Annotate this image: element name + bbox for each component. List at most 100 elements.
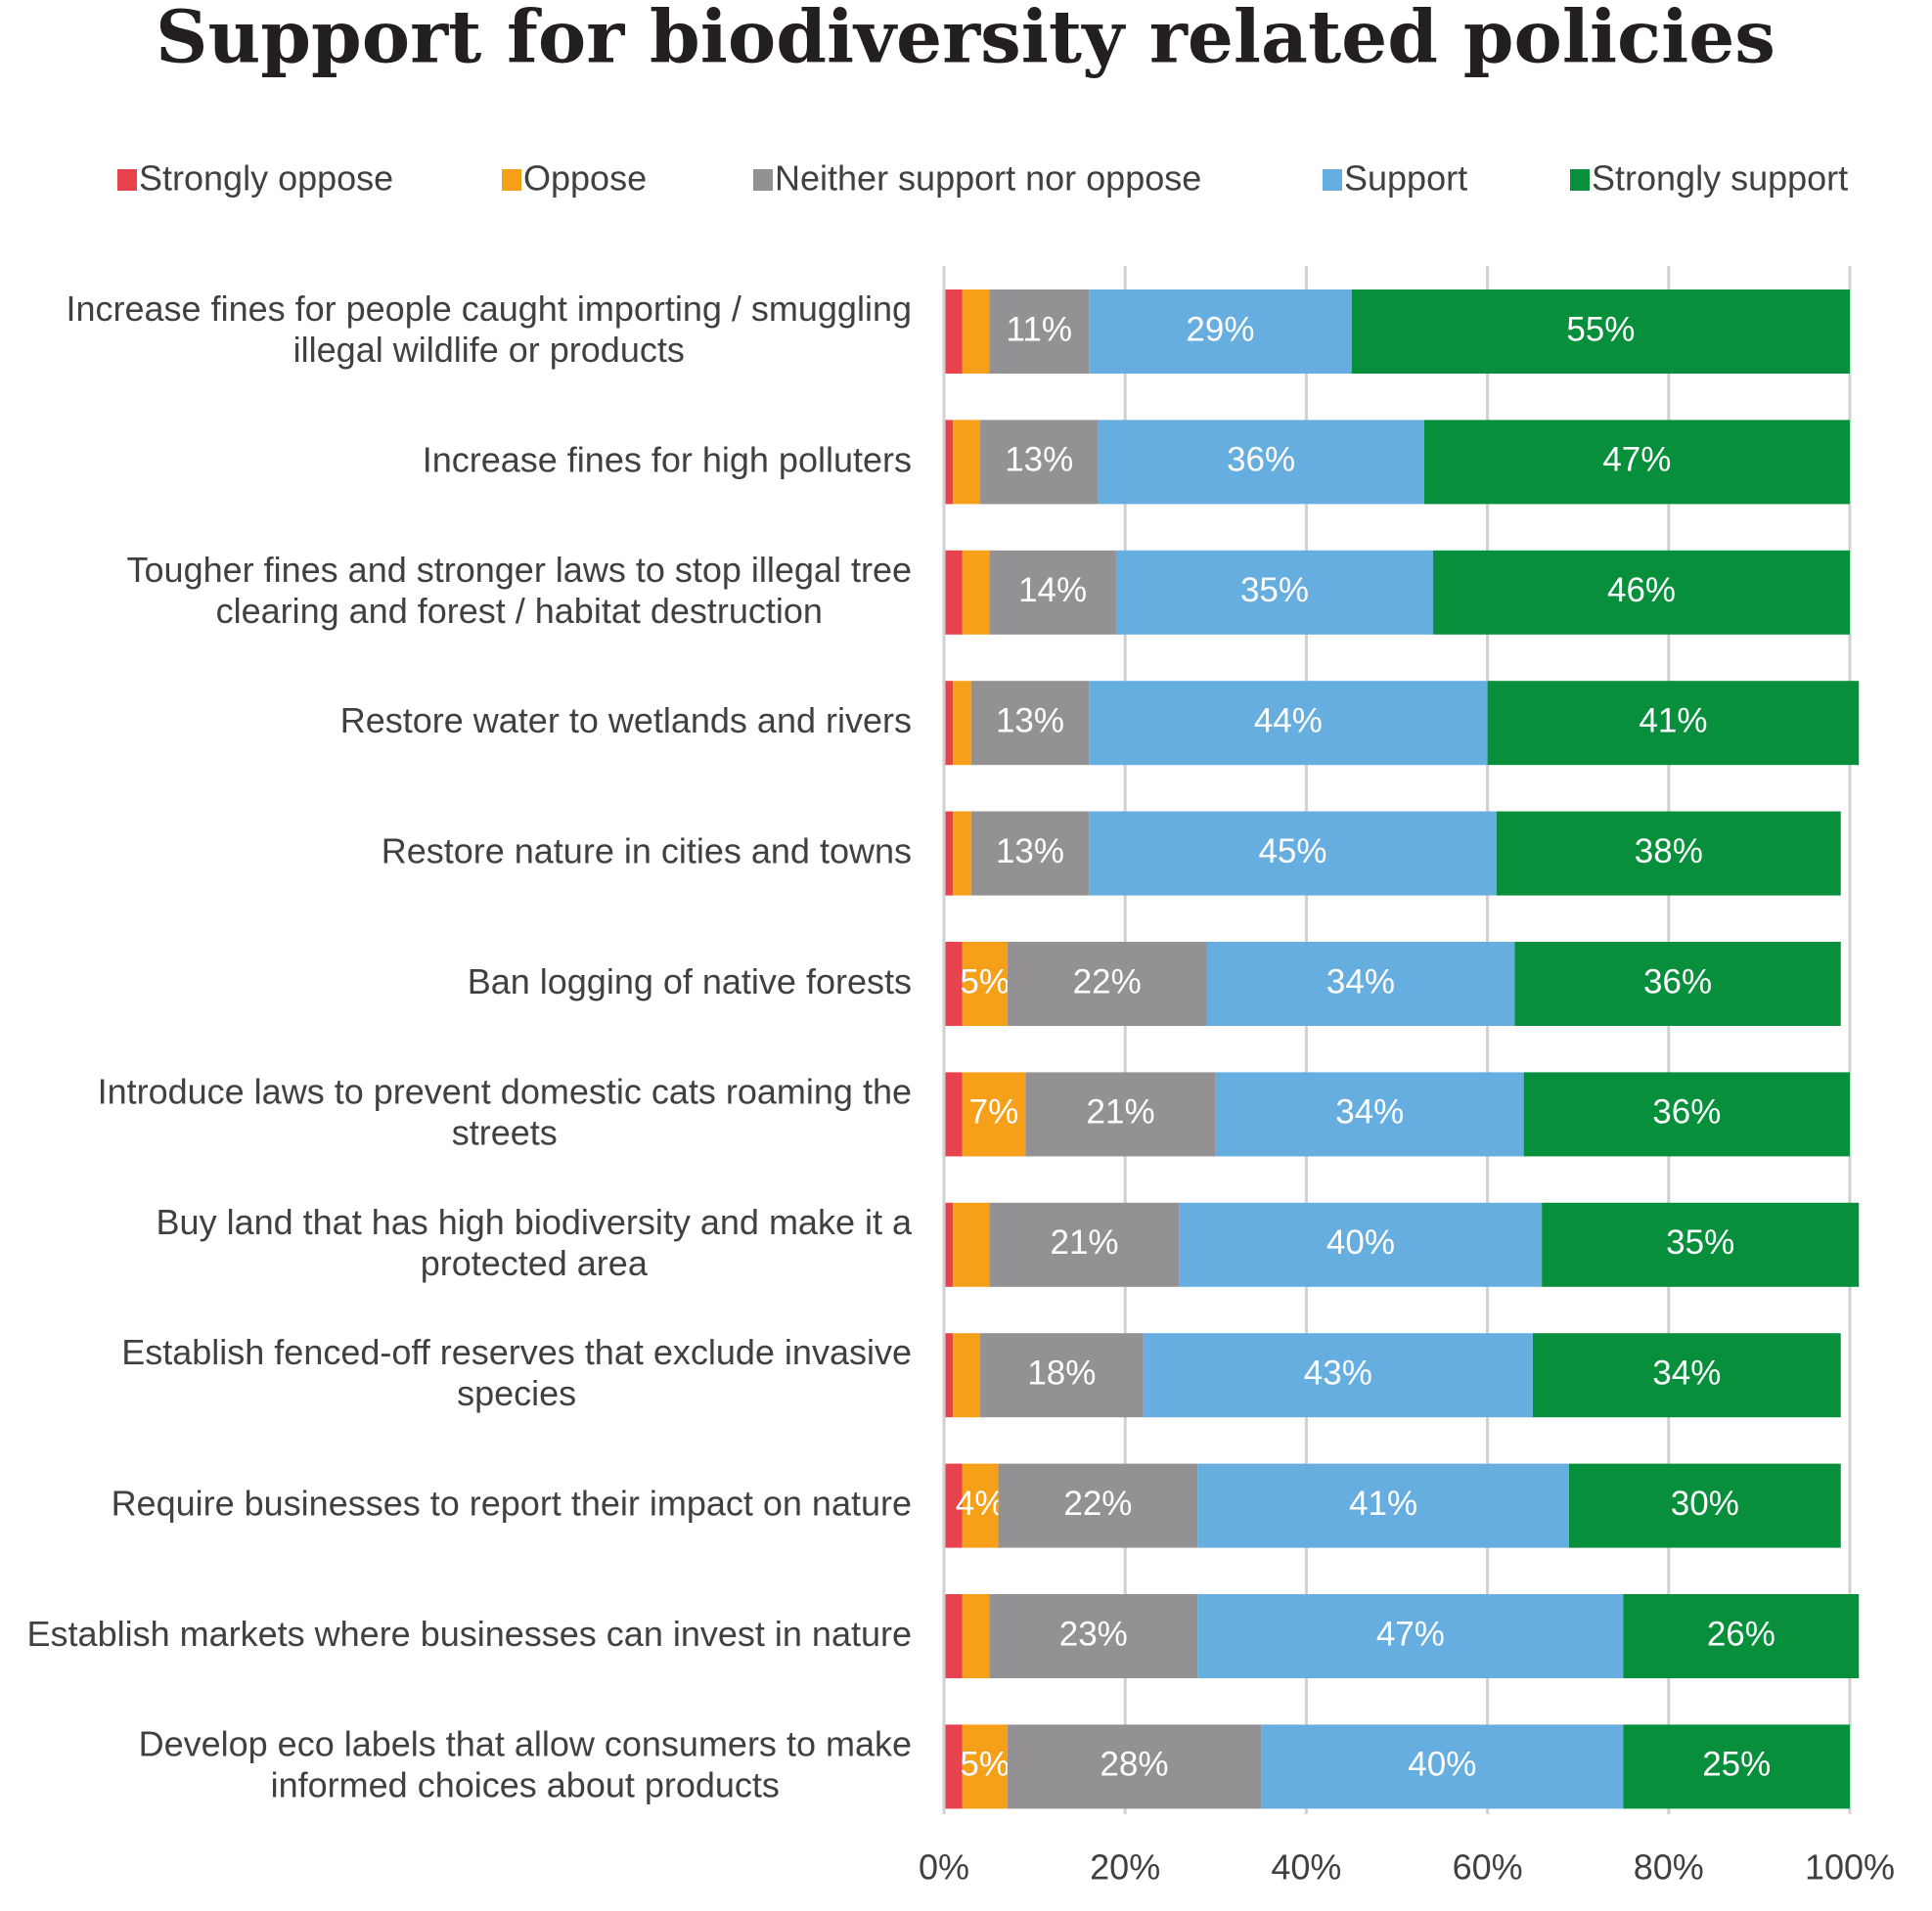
- bar-segment: [1433, 550, 1850, 635]
- bar-segment: [944, 811, 954, 896]
- value-label: 55%: [1566, 310, 1635, 348]
- category-label: Restore nature in cities and towns: [382, 830, 912, 870]
- chart-title: Support for biodiversity related policie…: [156, 0, 1775, 80]
- x-tick-label: 40%: [1271, 1847, 1341, 1888]
- bar-segment: [953, 811, 971, 896]
- value-label: 36%: [1652, 1093, 1721, 1132]
- bar-segment: [962, 1463, 999, 1548]
- legend-label: Neither support nor oppose: [775, 158, 1201, 199]
- bar-segment: [944, 1202, 954, 1287]
- bar-segment: [989, 1594, 1198, 1678]
- bar-segment: [980, 420, 1099, 505]
- bar-segment: [1532, 1333, 1841, 1418]
- bar-segment: [1143, 1333, 1533, 1418]
- bar-segment: [944, 420, 954, 505]
- bar-segment: [944, 1333, 954, 1418]
- bar-segment: [1089, 681, 1488, 766]
- value-label: 5%: [960, 962, 1010, 1000]
- bar-segment: [1514, 942, 1841, 1026]
- bar-segment: [1025, 1072, 1216, 1157]
- x-tick-label: 60%: [1453, 1847, 1523, 1888]
- value-label: 26%: [1707, 1615, 1775, 1653]
- bar-segment: [944, 681, 954, 766]
- bar-segment: [1423, 420, 1850, 505]
- value-label: 35%: [1240, 571, 1309, 609]
- value-label: 47%: [1602, 441, 1671, 479]
- legend-label: Oppose: [523, 158, 647, 199]
- category-label: Increase fines for high polluters: [423, 439, 912, 479]
- bar-segment: [1115, 550, 1434, 635]
- category-label: Increase fines for people caught importi…: [67, 289, 913, 370]
- value-label: 43%: [1304, 1354, 1372, 1392]
- legend-label: Strongly oppose: [139, 158, 393, 199]
- value-label: 25%: [1702, 1746, 1771, 1784]
- bar-segment: [1523, 1072, 1850, 1157]
- value-label: 21%: [1087, 1093, 1155, 1132]
- value-label: 29%: [1186, 310, 1254, 348]
- x-tick-label: 80%: [1634, 1847, 1704, 1888]
- value-label: 28%: [1100, 1746, 1168, 1784]
- value-label: 11%: [1006, 310, 1071, 348]
- value-label: 22%: [1063, 1485, 1132, 1523]
- value-label: 46%: [1607, 571, 1676, 609]
- value-label: 13%: [1005, 441, 1073, 479]
- x-tick-label: 100%: [1805, 1847, 1895, 1888]
- bar-segment: [1351, 289, 1850, 374]
- bar-segment: [998, 1463, 1198, 1548]
- bar-segment: [944, 1072, 963, 1157]
- value-label: 5%: [960, 1746, 1010, 1784]
- bar-segment: [1623, 1594, 1860, 1678]
- value-label: 41%: [1639, 701, 1707, 739]
- bar-segment: [944, 1724, 963, 1809]
- bar-segment: [970, 811, 1090, 896]
- category-label: Develop eco labels that allow consumers …: [139, 1723, 912, 1804]
- value-label: 40%: [1408, 1746, 1476, 1784]
- bar-segment: [944, 942, 963, 1026]
- value-label: 34%: [1326, 962, 1395, 1000]
- bar-segment: [1089, 811, 1497, 896]
- bar-segment: [1098, 420, 1424, 505]
- category-label: Introduce laws to prevent domestic cats …: [98, 1071, 912, 1152]
- category-label: Buy land that has high biodiversity and …: [157, 1201, 913, 1282]
- category-label: Ban logging of native forests: [468, 961, 912, 1001]
- value-label: 34%: [1652, 1354, 1721, 1392]
- bar-segment: [1206, 942, 1515, 1026]
- bar-segment: [1007, 942, 1207, 1026]
- bar-segment: [944, 550, 963, 635]
- legend-swatch: [502, 169, 521, 191]
- x-tick-label: 20%: [1090, 1847, 1160, 1888]
- x-tick-label: 0%: [919, 1847, 969, 1888]
- bar-segment: [1542, 1202, 1860, 1287]
- value-label: 7%: [969, 1093, 1019, 1132]
- bar-segment: [962, 550, 990, 635]
- bar-segment: [962, 289, 990, 374]
- bar-segment: [980, 1333, 1144, 1418]
- value-label: 36%: [1643, 962, 1712, 1000]
- value-label: 38%: [1635, 832, 1703, 870]
- bar-segment: [962, 942, 1008, 1026]
- bar-segment: [962, 1072, 1026, 1157]
- legend-label: Strongly support: [1592, 158, 1848, 199]
- bar-segment: [1487, 681, 1860, 766]
- value-label: 41%: [1349, 1485, 1417, 1523]
- value-label: 21%: [1050, 1223, 1118, 1262]
- bar-segment: [989, 1202, 1180, 1287]
- bar-segment: [989, 550, 1116, 635]
- legend-swatch: [117, 169, 137, 191]
- value-label: 36%: [1227, 441, 1295, 479]
- bar-segment: [962, 1724, 1008, 1809]
- value-label: 40%: [1326, 1223, 1395, 1262]
- bar-segment: [1007, 1724, 1262, 1809]
- value-label: 35%: [1666, 1223, 1734, 1262]
- value-label: 4%: [956, 1485, 1006, 1523]
- legend-swatch: [1323, 169, 1342, 191]
- bar-segment: [970, 681, 1090, 766]
- value-label: 47%: [1376, 1615, 1445, 1653]
- bar-segment: [1179, 1202, 1543, 1287]
- bar-segment: [944, 1463, 963, 1548]
- bar-segment: [962, 1594, 990, 1678]
- bar-segment: [1089, 289, 1352, 374]
- value-label: 13%: [996, 701, 1064, 739]
- value-label: 44%: [1254, 701, 1323, 739]
